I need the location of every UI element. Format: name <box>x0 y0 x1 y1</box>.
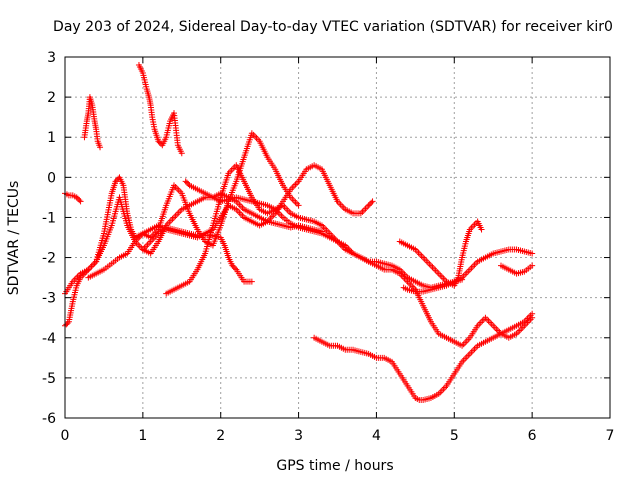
series-trace-i <box>400 276 466 295</box>
y-axis-label: SDTVAR / TECUs <box>6 181 22 296</box>
data-point <box>230 263 237 270</box>
series-trace-h <box>396 218 485 289</box>
data-point <box>112 178 119 185</box>
data-point <box>369 198 376 205</box>
x-tick-label: 0 <box>61 428 70 444</box>
x-axis-label: GPS time / hours <box>276 458 393 474</box>
data-point <box>366 201 373 208</box>
x-tick-label: 1 <box>138 428 147 444</box>
x-tick-label: 3 <box>294 428 303 444</box>
series-trace-m <box>62 190 84 205</box>
data-point <box>365 202 372 209</box>
data-point <box>529 250 536 257</box>
y-tick-label: 2 <box>47 90 56 106</box>
data-point <box>368 199 375 206</box>
series-trace-j <box>498 262 536 277</box>
y-tick-label: -5 <box>42 371 56 387</box>
data-point <box>185 181 192 188</box>
y-tick-label: -1 <box>42 210 56 226</box>
plot-frame <box>64 56 611 419</box>
data-point <box>529 262 536 269</box>
data-point <box>183 179 190 186</box>
data-point <box>248 278 255 285</box>
series-trace-l <box>135 62 185 157</box>
y-tick-label: 3 <box>47 50 56 66</box>
y-tick-label: -3 <box>42 291 56 307</box>
data-point <box>74 195 81 202</box>
series-trace-a <box>62 162 376 329</box>
data-point <box>229 262 236 269</box>
data-point <box>182 178 189 185</box>
series-trace-k <box>81 94 104 151</box>
gridlines <box>65 57 610 418</box>
x-tick-label: 5 <box>450 428 459 444</box>
data-point <box>529 310 536 317</box>
y-tick-label: -2 <box>42 251 56 267</box>
data-point <box>73 194 80 201</box>
series-trace-f <box>182 178 536 349</box>
x-tick-label: 7 <box>606 428 615 444</box>
data-point <box>459 276 466 283</box>
data-point <box>76 197 83 204</box>
tick-labels: 0 1 2 3 4 5 6 7 -6 -5 -4 -3 -2 -1 0 1 2 3 <box>42 50 614 444</box>
x-tick-label: 4 <box>372 428 381 444</box>
data-point <box>155 138 162 145</box>
data-point <box>178 150 185 157</box>
y-tick-label: -6 <box>42 411 56 427</box>
data-points <box>62 62 536 403</box>
x-tick-label: 2 <box>216 428 225 444</box>
data-point <box>113 177 120 184</box>
series-trace-g <box>311 310 536 403</box>
data-point <box>478 226 485 233</box>
data-point <box>77 198 84 205</box>
data-point <box>64 320 71 327</box>
data-point <box>156 139 163 146</box>
data-point <box>231 265 238 272</box>
data-point <box>295 202 302 209</box>
y-tick-label: 0 <box>47 170 56 186</box>
y-tick-label: -4 <box>42 331 56 347</box>
y-tick-label: 1 <box>47 130 56 146</box>
data-point <box>97 144 104 151</box>
chart-title: Day 203 of 2024, Sidereal Day-to-day VTE… <box>53 19 613 35</box>
data-point <box>63 321 70 328</box>
series-trace-c <box>85 130 302 281</box>
x-tick-label: 6 <box>528 428 537 444</box>
series-trace-d <box>139 224 255 285</box>
